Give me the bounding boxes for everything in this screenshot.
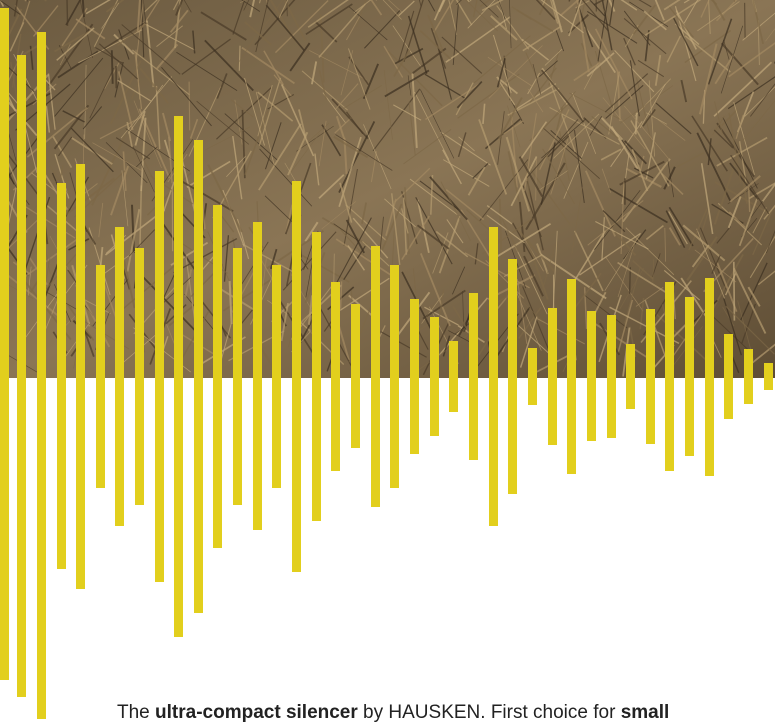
wave-bar (194, 140, 203, 613)
caption-text: The (117, 702, 155, 723)
wave-bar (174, 116, 183, 637)
wave-bar (744, 349, 753, 404)
wave-bar (351, 304, 360, 448)
wave-bar (272, 265, 281, 488)
wave-bar (430, 317, 439, 436)
wave-bar (331, 282, 340, 471)
wave-bar (685, 297, 694, 456)
wave-bar (135, 248, 144, 505)
wave-bar (705, 278, 714, 476)
wave-bar (76, 164, 85, 589)
wave-bar (665, 282, 674, 471)
wave-bar (253, 222, 262, 530)
wave-bar (528, 348, 537, 405)
wave-bar (155, 171, 164, 582)
wave-bar (567, 279, 576, 474)
wave-bar (37, 32, 46, 719)
wave-bar (764, 363, 773, 390)
wave-bar (96, 265, 105, 488)
caption-emphasis: ultra-compact silencer (155, 702, 358, 723)
caption: The ultra-compact silencer by HAUSKEN. F… (117, 701, 775, 725)
grass-stroke (189, 82, 190, 131)
wave-bar (587, 311, 596, 441)
wave-bar (548, 308, 557, 445)
wave-bar (724, 334, 733, 419)
wave-bar (371, 246, 380, 507)
caption-text: by HAUSKEN. First choice for (358, 702, 621, 723)
wave-bar (390, 265, 399, 488)
wave-bar (469, 293, 478, 460)
wave-bar (292, 181, 301, 572)
wave-bar (626, 344, 635, 409)
wave-bar (115, 227, 124, 526)
wave-bar (17, 55, 26, 697)
wave-bar (57, 183, 66, 569)
wave-bar (607, 315, 616, 438)
wave-bar (508, 259, 517, 494)
wave-bar (312, 232, 321, 521)
wave-bar (646, 309, 655, 444)
wave-bar (213, 205, 222, 548)
wave-bar (233, 248, 242, 505)
caption-emphasis: small (621, 702, 670, 723)
wave-bar (449, 341, 458, 412)
wave-bar (489, 227, 498, 526)
wave-bar (410, 299, 419, 454)
wave-bar (0, 8, 9, 680)
grass-stroke (239, 46, 240, 71)
